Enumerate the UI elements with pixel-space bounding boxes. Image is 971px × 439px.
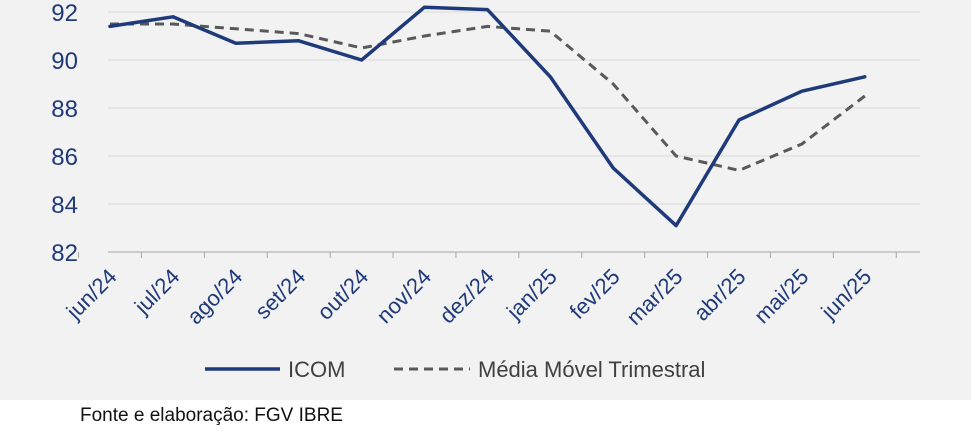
x-tick-label: mar/25 [622, 264, 688, 330]
source-note: Fonte e elaboração: FGV IBRE [80, 405, 343, 426]
x-tick-label: out/24 [312, 264, 373, 325]
x-tick-label: jan/25 [501, 264, 562, 325]
x-tick-label: mai/25 [749, 264, 813, 328]
legend-label: ICOM [288, 357, 345, 382]
y-tick-label: 90 [51, 48, 78, 75]
series-line-icom [108, 5, 867, 228]
x-tick-label: dez/24 [435, 264, 499, 328]
x-tick-label: set/24 [250, 264, 310, 324]
series-line-media-movel [110, 22, 866, 172]
y-tick-label: 82 [51, 240, 78, 267]
x-tick-label: abr/25 [689, 264, 751, 326]
y-tick-label: 88 [51, 96, 78, 123]
x-tick-label: jun/25 [816, 264, 877, 325]
chart-panel: 82 84 86 88 90 92 jun/24 jul/24 ago/24 set/24 out/… [0, 0, 971, 400]
y-tick-label: 92 [51, 0, 78, 27]
x-tick-label: fev/25 [565, 264, 625, 324]
x-tick-label: jun/24 [61, 264, 122, 325]
y-tick-label: 86 [51, 144, 78, 171]
x-tick-label: ago/24 [182, 264, 247, 329]
x-tick-label: nov/24 [372, 264, 436, 328]
y-tick-label: 84 [51, 192, 78, 219]
x-tick-label: jul/24 [129, 264, 185, 320]
legend-label: Média Móvel Trimestral [478, 357, 705, 382]
